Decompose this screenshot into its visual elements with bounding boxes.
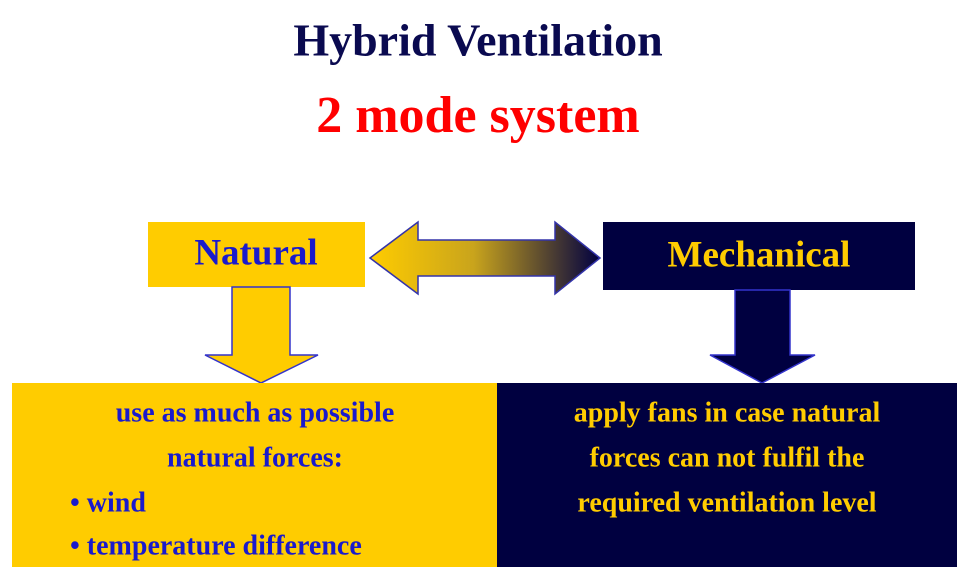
mechanical-description: required ventilation level [577, 487, 876, 518]
mechanical-label: Mechanical [668, 234, 851, 275]
natural-description-box [12, 383, 497, 567]
natural-description: use as much as possible [116, 397, 395, 428]
natural-box [148, 222, 365, 287]
mechanical-description: apply fans in case natural [574, 397, 881, 428]
mechanical-description: forces can not fulfil the [590, 442, 865, 473]
double-arrow [368, 220, 602, 296]
natural-label: Natural [194, 232, 317, 273]
natural-down-arrow [204, 286, 319, 384]
natural-bullet: • wind [70, 487, 146, 518]
subtitle: 2 mode system [316, 87, 640, 144]
mechanical-down-arrow [709, 289, 816, 384]
natural-bullet: • temperature difference [70, 530, 362, 561]
natural-description: natural forces: [167, 442, 343, 473]
mechanical-box [603, 222, 915, 290]
title: Hybrid Ventilation [293, 15, 662, 66]
mechanical-description-box [497, 383, 957, 567]
